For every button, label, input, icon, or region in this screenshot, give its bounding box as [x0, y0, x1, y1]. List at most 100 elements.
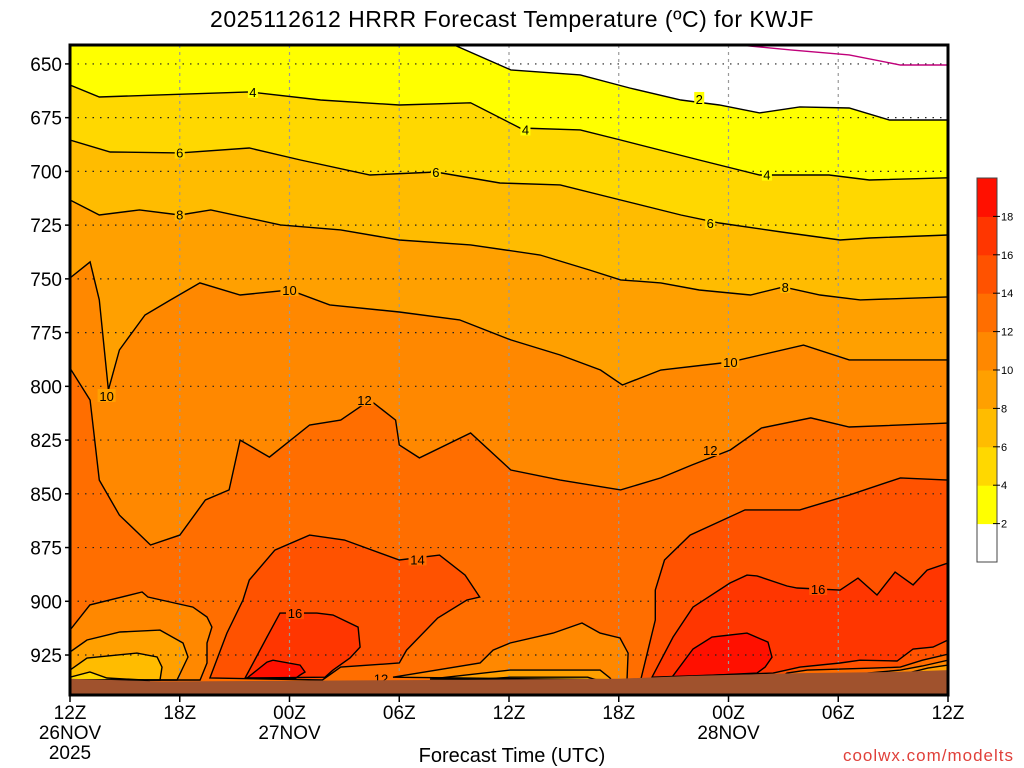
axes: 65067570072575077580082585087590092512Z2…	[30, 43, 965, 764]
x-tick-label: 18Z	[163, 703, 196, 724]
isotherm-16-line	[650, 562, 948, 678]
x-tick-label: 12Z	[493, 703, 526, 724]
y-tick-label: 650	[30, 55, 62, 76]
cold-pocket-10-12-mid	[393, 623, 629, 680]
y-tick-label: 925	[30, 646, 62, 667]
colorbar-swatch	[977, 254, 997, 294]
isotherm-label-bg	[705, 215, 716, 229]
x-tick-label: 12Z	[54, 703, 87, 724]
isotherm-label: 16	[288, 606, 302, 621]
x-tick-date-label: 26NOV	[39, 723, 102, 744]
y-tick-label: 850	[30, 485, 62, 506]
isotherm-label-bg	[285, 606, 304, 620]
isotherm-label: 10	[99, 389, 113, 404]
isotherm-label-bg	[694, 91, 705, 105]
isotherm-label-bg	[174, 145, 185, 159]
isotherm-label: 12	[357, 393, 371, 408]
isotherm-10-line	[392, 622, 629, 681]
y-tick-label: 700	[30, 162, 62, 183]
x-tick-label: 12Z	[932, 703, 965, 724]
isotherm-label: 8	[782, 280, 789, 295]
y-tick-label: 725	[30, 216, 62, 237]
isotherm-4-line	[70, 671, 151, 683]
y-tick-label: 775	[30, 324, 62, 345]
isotherm-label-bg	[780, 280, 791, 294]
colorbar-label: 8	[1001, 403, 1007, 415]
colorbar-label: 10	[1001, 365, 1013, 377]
colorbar-swatch	[977, 216, 997, 256]
isotherm-0-line	[739, 45, 948, 66]
isotherm-14-line	[208, 534, 481, 681]
isotherm-label-bg	[97, 389, 116, 403]
isotherm-label-bg	[247, 84, 258, 98]
ground-terrain	[70, 670, 948, 695]
ground-layer	[70, 670, 948, 695]
colorbar-swatch	[977, 485, 997, 525]
isotherm-label-bg	[430, 165, 441, 179]
x-tick-date-label: 2025	[49, 743, 91, 764]
isotherm-label-bg	[701, 442, 720, 456]
colorbar-label: 16	[1001, 250, 1013, 262]
x-tick-label: 00Z	[712, 703, 745, 724]
x-tick-date-label: 27NOV	[258, 723, 321, 744]
isotherm-18-line	[245, 659, 307, 680]
isotherm-6-line	[70, 139, 948, 241]
isotherm-label-bg	[761, 167, 772, 181]
isotherm-label-bg	[721, 355, 740, 369]
isotherm-label: 4	[522, 122, 529, 137]
isotherm-label: 6	[707, 216, 714, 231]
colorbar-swatch	[977, 293, 997, 333]
band-18-plus-east	[672, 633, 772, 678]
isotherm-label: 10	[723, 355, 737, 370]
source-credit[interactable]: coolwx.com/modelts	[842, 746, 1014, 765]
isotherm-10-line	[70, 260, 948, 391]
x-tick-date-label: 28NOV	[697, 723, 760, 744]
colorbar-swatch	[977, 331, 997, 371]
x-tick-label: 06Z	[383, 703, 416, 724]
isotherm-18-line	[670, 632, 773, 678]
isotherm-14-line	[639, 477, 948, 681]
isotherm-label-bg	[520, 122, 531, 136]
colorbar-label: 2	[1001, 519, 1007, 531]
band-18-plus-west	[247, 660, 305, 679]
colorbar-label: 4	[1001, 480, 1007, 492]
isotherm-10-line	[70, 591, 213, 681]
colorbar-swatch	[977, 408, 997, 448]
colorbar-swatch	[977, 178, 997, 217]
colorbar: 2 4 6 8 10 12 14 16 18	[976, 177, 1013, 563]
isotherm-16-line	[243, 612, 361, 679]
isotherm-label-bg	[280, 283, 299, 297]
isotherm-4-line	[70, 84, 948, 181]
x-tick-label: 18Z	[602, 703, 635, 724]
x-tick-label: 00Z	[273, 703, 306, 724]
gridlines	[70, 45, 948, 695]
colorbar-label: 6	[1001, 442, 1007, 454]
isotherm-label: 4	[763, 168, 770, 183]
isotherm-label: 8	[176, 207, 183, 222]
isotherm-label: 6	[176, 145, 183, 160]
y-tick-label: 875	[30, 539, 62, 560]
isotherm-label: 10	[282, 283, 296, 298]
y-tick-label: 800	[30, 377, 62, 398]
isotherm-label-bg	[408, 552, 427, 566]
y-tick-label: 900	[30, 592, 62, 613]
isotherm-label: 16	[811, 582, 825, 597]
x-axis-label: Forecast Time (UTC)	[418, 745, 606, 767]
isotherm-label: 4	[249, 85, 256, 100]
isotherm-label-bg	[355, 393, 374, 407]
colorbar-swatch	[977, 446, 997, 486]
isotherm-label: 2	[696, 92, 703, 107]
colorbar-swatch	[977, 370, 997, 409]
y-tick-label: 675	[30, 109, 62, 130]
colorbar-label: 18	[1001, 211, 1013, 223]
isotherm-label: 14	[410, 552, 424, 567]
isotherm-label: 6	[432, 165, 439, 180]
isotherm-label: 12	[703, 443, 717, 458]
y-tick-label: 825	[30, 431, 62, 452]
colorbar-label: 14	[1001, 288, 1013, 300]
isotherm-label-bg	[174, 207, 185, 221]
colorbar-swatch	[977, 523, 997, 563]
isotherm-label-bg	[809, 582, 828, 596]
